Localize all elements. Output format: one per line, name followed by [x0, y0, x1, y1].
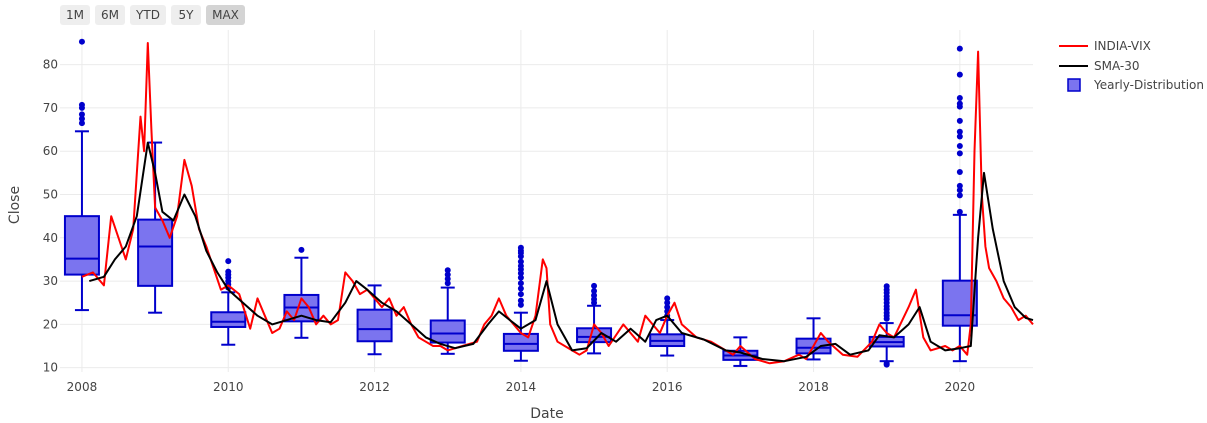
box-outlier-point: [883, 361, 890, 368]
x-tick-label: 2008: [67, 380, 98, 394]
box-outlier-point: [956, 187, 963, 194]
box-outlier-point: [956, 128, 963, 135]
x-tick-label: 2012: [359, 380, 390, 394]
range-button-max[interactable]: MAX: [206, 5, 245, 25]
box-outlier-point: [664, 299, 671, 306]
box-outlier-point: [591, 288, 598, 295]
legend-label-yearly-distribution[interactable]: Yearly-Distribution: [1093, 78, 1204, 92]
y-tick-label: 10: [43, 361, 58, 375]
box-outlier-point: [956, 133, 963, 140]
legend-label-sma-30[interactable]: SMA-30: [1094, 59, 1140, 73]
box-outlier-point: [956, 94, 963, 101]
box-2015: [576, 282, 613, 355]
box-outlier-point: [956, 45, 963, 52]
range-button-ytd[interactable]: YTD: [130, 5, 166, 25]
box-outlier-point: [591, 282, 598, 289]
box-2014: [502, 244, 539, 362]
box-outlier-point: [78, 120, 85, 127]
range-button-6m[interactable]: 6M: [95, 5, 125, 25]
box-outlier-point: [956, 71, 963, 78]
y-tick-label: 60: [43, 144, 58, 158]
box-outlier-point: [517, 297, 524, 304]
box-outlier-point: [78, 111, 85, 118]
box-outlier-point: [225, 258, 232, 265]
box-outlier-point: [591, 299, 598, 306]
box-body: [502, 332, 539, 352]
box-2008: [63, 38, 100, 312]
box-body: [210, 311, 247, 328]
box-body: [356, 308, 393, 343]
range-button-5y[interactable]: 5Y: [171, 5, 201, 25]
y-tick-label: 40: [43, 231, 58, 245]
box-outlier-point: [517, 280, 524, 287]
box-outlier-point: [956, 168, 963, 175]
legend-swatch-yearly-distribution: [1067, 78, 1081, 92]
grid: [60, 30, 1033, 372]
x-tick-label: 2016: [652, 380, 683, 394]
box-outlier-point: [664, 295, 671, 302]
box-outlier-point: [517, 270, 524, 277]
y-tick-label: 20: [43, 317, 58, 331]
y-axis-title: Close: [7, 186, 23, 224]
box-outlier-point: [517, 274, 524, 281]
box-outlier-point: [956, 103, 963, 110]
box-outlier-point: [956, 208, 963, 215]
x-tick-label: 2014: [506, 380, 537, 394]
box-outlier-point: [956, 117, 963, 124]
line-series: [81, 42, 1034, 365]
range-button-1m[interactable]: 1M: [60, 5, 90, 25]
box-outlier-point: [444, 267, 451, 274]
x-tick-label: 2010: [213, 380, 244, 394]
y-tick-label: 50: [43, 188, 58, 202]
box-outlier-point: [517, 301, 524, 308]
x-axis-ticks: 2008 2010 2012 2014 2016 2018 2020: [67, 380, 975, 394]
box-outlier-point: [956, 182, 963, 189]
box-outlier-point: [517, 285, 524, 292]
box-body: [429, 319, 466, 344]
box-outlier-point: [517, 253, 524, 260]
box-outlier-point: [78, 115, 85, 122]
india-vix-line: [81, 42, 1034, 365]
legend: INDIA-VIX SMA-30 Yearly-Distribution: [1059, 39, 1204, 92]
box-2016: [649, 295, 686, 357]
box-outlier-point: [78, 104, 85, 111]
x-tick-label: 2020: [945, 380, 976, 394]
box-outlier-point: [78, 38, 85, 45]
x-tick-label: 2018: [798, 380, 829, 394]
box-outlier-point: [517, 291, 524, 298]
box-body: [63, 215, 100, 276]
x-axis-title: Date: [530, 406, 563, 422]
box-outlier-point: [883, 315, 890, 322]
box-outlier-point: [444, 280, 451, 287]
box-outlier-point: [444, 271, 451, 278]
y-tick-label: 70: [43, 101, 58, 115]
box-outlier-point: [444, 275, 451, 282]
box-2019: [868, 283, 905, 368]
y-tick-label: 80: [43, 58, 58, 72]
box-outlier-point: [664, 304, 671, 311]
box-outlier-point: [956, 143, 963, 150]
box-outlier-point: [956, 192, 963, 199]
box-outlier-point: [517, 258, 524, 265]
y-axis-ticks: 10 20 30 40 50 60 70 80: [43, 58, 58, 375]
box-2013: [429, 267, 466, 355]
legend-label-india-vix[interactable]: INDIA-VIX: [1094, 39, 1151, 53]
box-outlier-point: [956, 150, 963, 157]
y-tick-label: 30: [43, 274, 58, 288]
box-outlier-point: [298, 246, 305, 253]
box-2012: [356, 284, 393, 356]
box-body: [576, 327, 613, 344]
sma-30-line: [89, 141, 1034, 363]
